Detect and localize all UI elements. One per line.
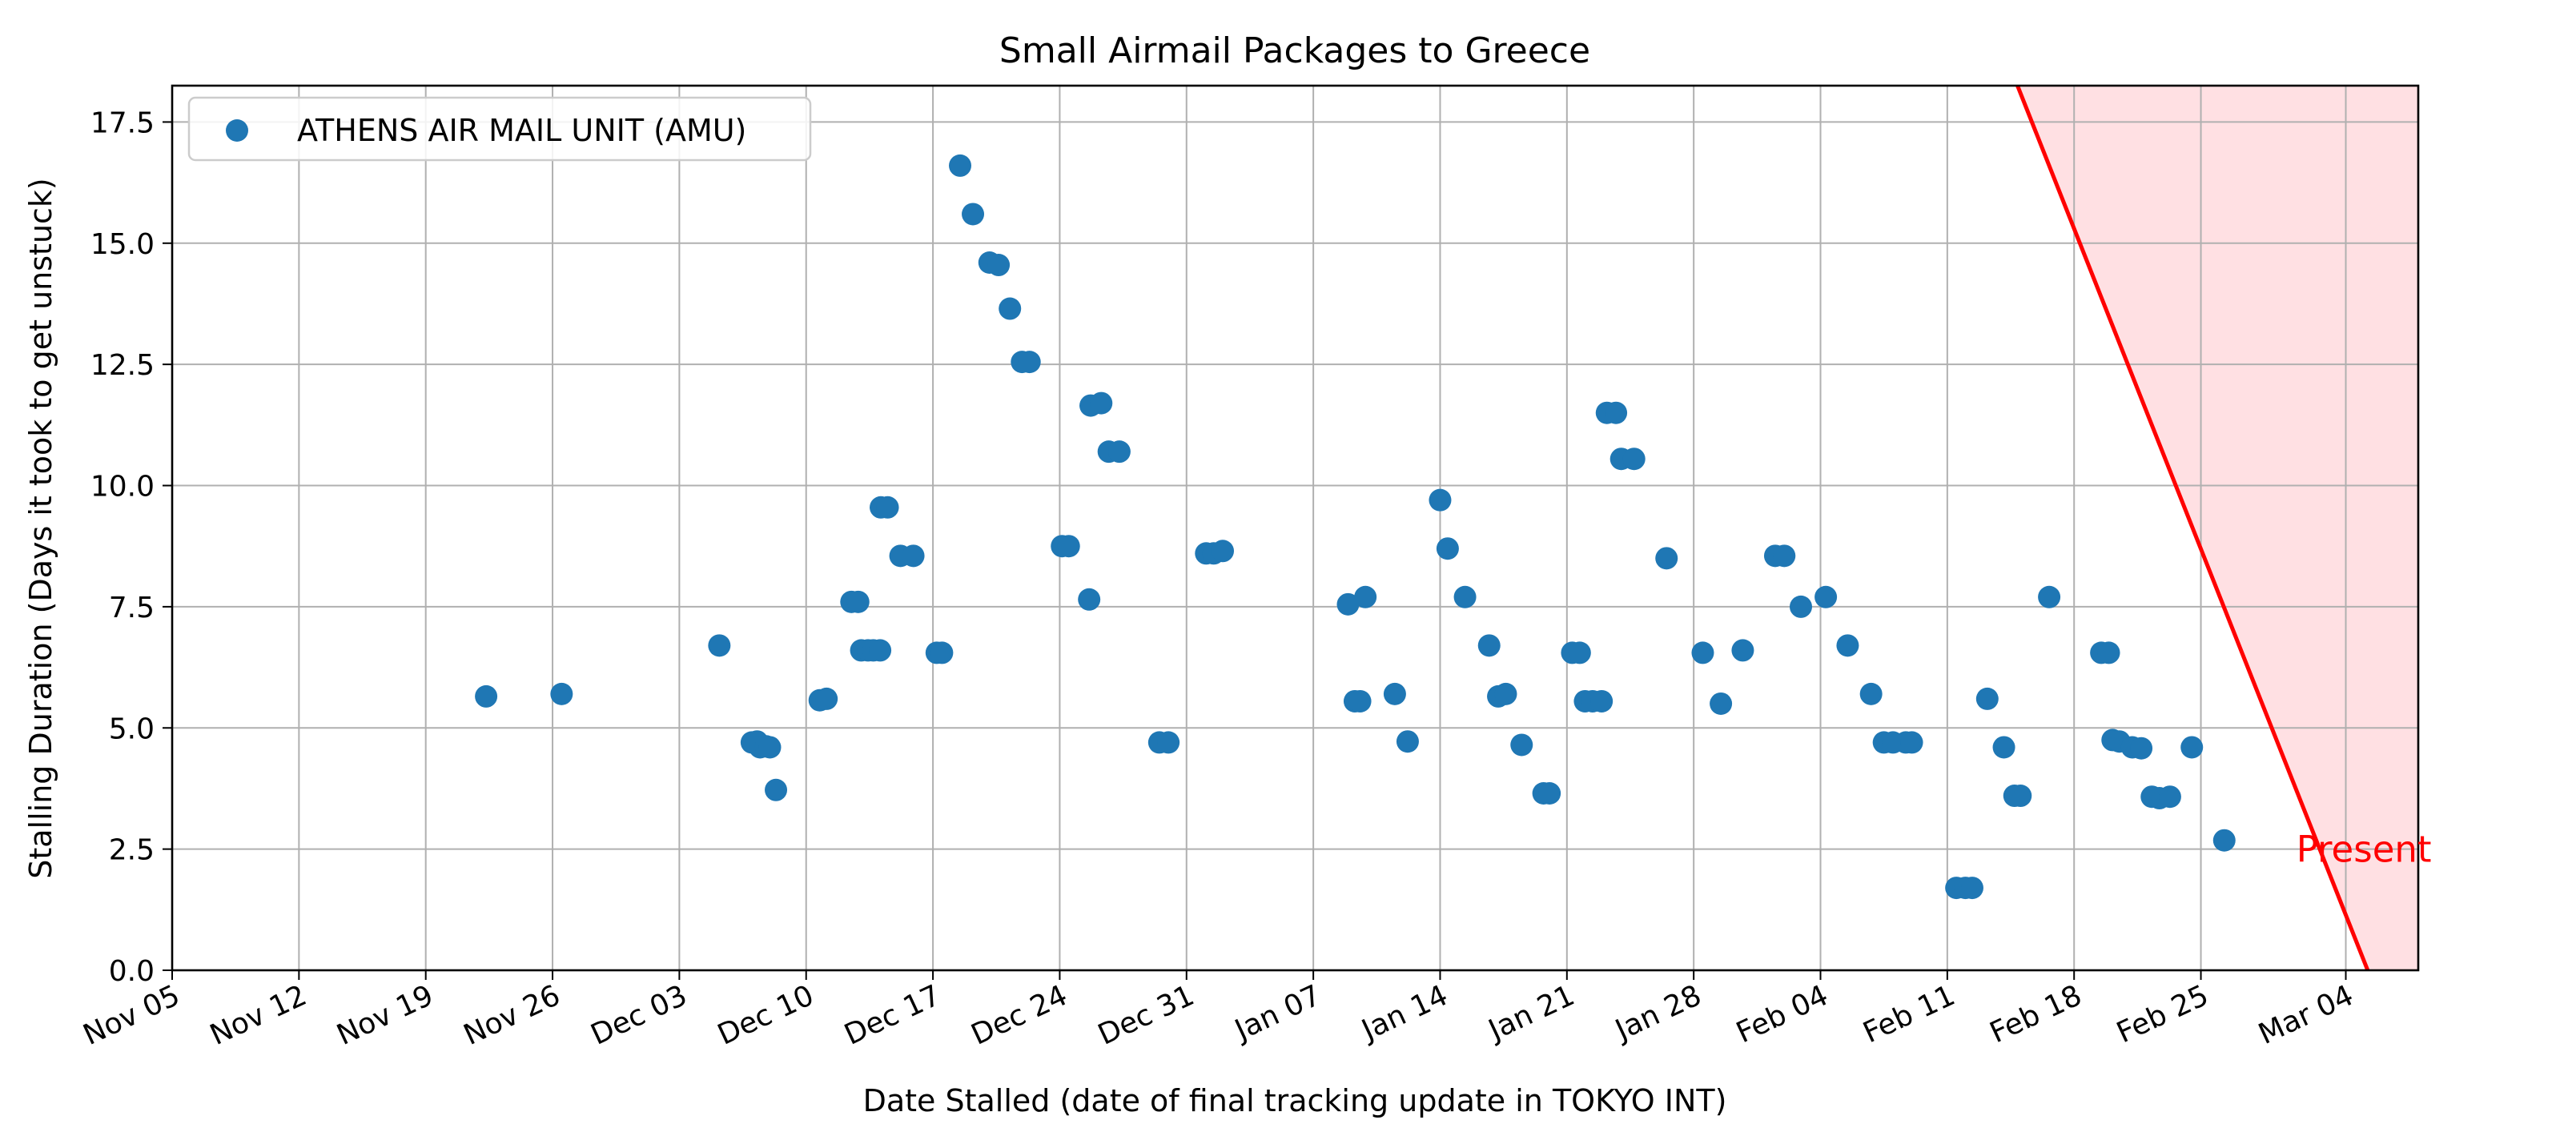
data-point <box>815 687 838 710</box>
data-point <box>708 634 731 657</box>
data-point <box>1538 782 1561 805</box>
data-point <box>758 736 782 759</box>
data-point <box>1992 736 2015 759</box>
present-line-layer <box>2015 85 2370 971</box>
data-point <box>1814 585 1838 608</box>
data-point <box>1396 730 1419 753</box>
present-shade-layer <box>2017 86 2418 970</box>
data-point <box>1157 731 1180 754</box>
data-point <box>1655 547 1678 570</box>
data-point <box>1090 391 1113 415</box>
present-line <box>2015 85 2370 971</box>
data-point <box>962 203 985 226</box>
data-point <box>1975 687 1999 710</box>
data-point <box>765 778 788 801</box>
data-point <box>1453 585 1477 608</box>
y-tick-label: 7.5 <box>109 592 155 624</box>
legend-marker <box>226 119 248 142</box>
y-tick-label: 17.5 <box>90 106 155 139</box>
data-point <box>1900 731 1923 754</box>
data-point <box>1622 448 1646 471</box>
present-shaded-region <box>2017 86 2418 970</box>
data-point <box>999 297 1022 320</box>
y-axis-label: Stalling Duration (Days it took to get u… <box>23 178 58 879</box>
data-point <box>2038 585 2061 608</box>
data-point <box>2009 785 2032 808</box>
legend: ATHENS AIR MAIL UNIT (AMU) <box>187 96 812 162</box>
data-point <box>1057 535 1080 558</box>
data-point <box>1436 537 1459 560</box>
data-point <box>876 496 899 519</box>
data-point <box>2130 737 2153 760</box>
data-point <box>930 641 954 664</box>
y-tick-label: 12.5 <box>90 349 155 382</box>
data-point <box>1859 682 1883 705</box>
data-point <box>1691 641 1714 664</box>
y-tick-label: 5.0 <box>109 712 155 745</box>
data-point <box>902 544 925 568</box>
data-point <box>1773 544 1796 568</box>
legend-label: ATHENS AIR MAIL UNIT (AMU) <box>297 113 746 148</box>
data-points-layer <box>475 154 2236 900</box>
data-point <box>1590 689 1614 712</box>
data-point <box>1348 689 1372 712</box>
data-point <box>987 254 1011 277</box>
data-point <box>2180 736 2204 759</box>
data-point <box>550 682 573 705</box>
data-point <box>1477 634 1501 657</box>
data-point <box>1731 639 1754 662</box>
chart-title: Small Airmail Packages to Greece <box>999 30 1590 71</box>
data-point <box>1107 440 1131 464</box>
data-point <box>1605 401 1628 424</box>
plot-frame <box>171 84 2420 972</box>
data-point <box>1960 877 1983 900</box>
data-point <box>1212 540 1235 563</box>
legend-box <box>187 96 812 162</box>
data-point <box>1710 692 1733 715</box>
data-point <box>1568 641 1591 664</box>
data-point <box>1018 351 1041 374</box>
data-point <box>949 154 972 177</box>
x-axis-label: Date Stalled (date of final tracking upd… <box>863 1083 1727 1118</box>
data-point <box>1494 682 1517 705</box>
y-tick-label: 15.0 <box>90 228 155 261</box>
data-point <box>2097 641 2120 664</box>
data-point <box>2158 785 2181 809</box>
data-point <box>475 684 498 708</box>
y-tick-label: 0.0 <box>109 955 155 988</box>
y-tick-label: 2.5 <box>109 834 155 867</box>
data-point <box>1836 634 1859 657</box>
data-point <box>869 639 892 662</box>
data-point <box>1336 592 1360 616</box>
data-point <box>1510 733 1533 757</box>
data-point <box>1354 585 1377 608</box>
data-point <box>2212 829 2236 852</box>
data-point <box>1383 682 1406 705</box>
data-point <box>1078 588 1101 611</box>
data-point <box>1429 488 1452 512</box>
y-tick-label: 10.0 <box>90 471 155 504</box>
present-annotation: Present <box>2297 829 2432 871</box>
data-point <box>1790 595 1813 618</box>
data-point <box>846 590 870 613</box>
